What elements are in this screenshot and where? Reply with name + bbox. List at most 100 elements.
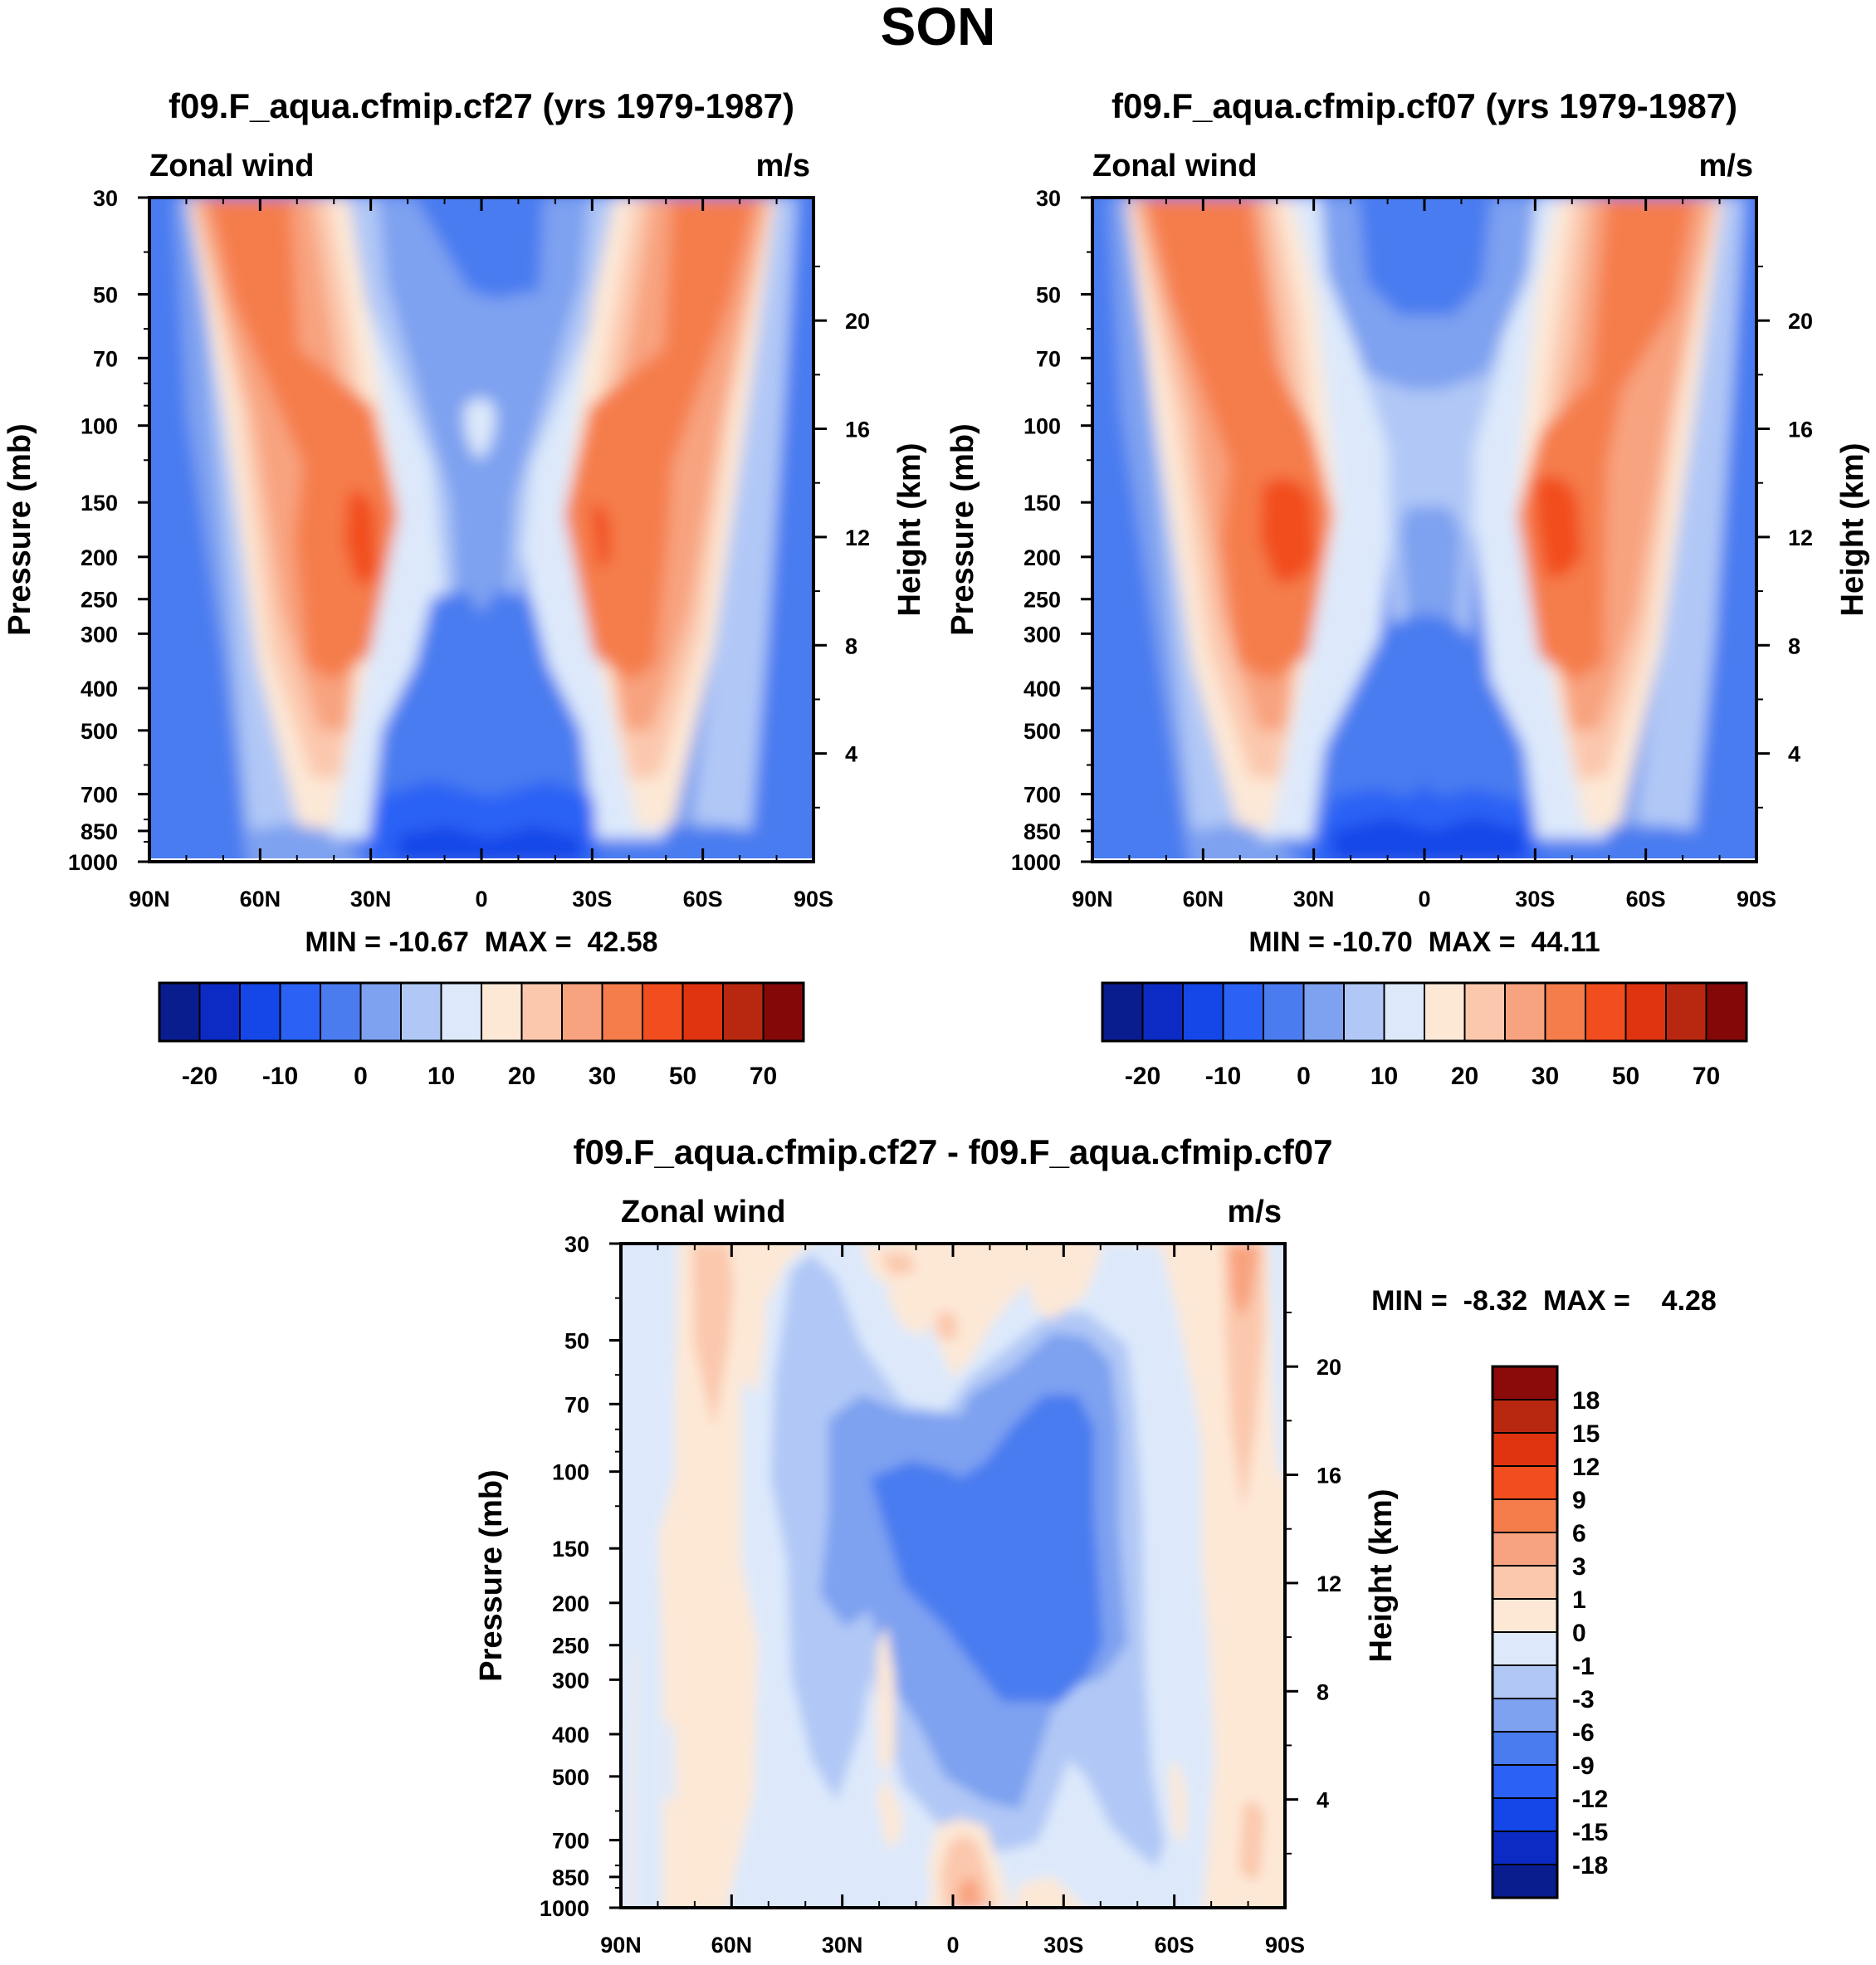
x-tick-label: 90S <box>1737 887 1776 912</box>
colorbar-label: 50 <box>669 1063 696 1090</box>
field-band <box>1358 198 1491 315</box>
units-label: m/s <box>1228 1195 1282 1229</box>
colorbar-swatch <box>520 982 563 1042</box>
y-axis-label: Pressure (mb) <box>945 423 980 636</box>
height-tick-label: 16 <box>1317 1464 1341 1488</box>
x-tick-label: 60S <box>683 887 723 912</box>
height-tick-label: 8 <box>1788 633 1800 658</box>
x-tick-label: 60S <box>1155 1933 1194 1958</box>
min-max-stats: MIN = -10.70 MAX = 44.11 <box>1248 926 1600 958</box>
x-tick-label: 30N <box>1293 887 1335 912</box>
y-tick-label: 30 <box>1036 186 1061 211</box>
colorbar-swatch <box>1492 1764 1558 1799</box>
y-tick-label: 100 <box>81 414 118 439</box>
x-tick-label: 0 <box>475 887 487 912</box>
colorbar-label: 0 <box>354 1063 368 1090</box>
y-tick-label: 700 <box>1023 783 1061 808</box>
colorbar-label: 20 <box>508 1063 535 1090</box>
x-tick-label: 90S <box>794 887 833 912</box>
colorbar-swatch <box>359 982 402 1042</box>
field-band <box>1333 818 1524 862</box>
colorbar-swatch <box>1492 1465 1558 1500</box>
colorbar-swatch <box>762 982 804 1042</box>
colorbar-swatch <box>1492 1797 1558 1832</box>
colorbar-label: 0 <box>1297 1063 1311 1090</box>
colorbar-swatch <box>159 982 201 1042</box>
height-tick-label: 8 <box>1317 1679 1329 1704</box>
height-tick-label: 20 <box>1317 1355 1341 1380</box>
colorbar-frame <box>1491 1365 1559 1899</box>
y-tick-label: 200 <box>552 1591 589 1616</box>
colorbar-frame <box>158 981 805 1043</box>
x-tick-label: 60S <box>1626 887 1666 912</box>
axes: 90N 60N 30N 0 30S 60S 90S 30 50 70 100 150 200 250 300… <box>1011 186 1813 912</box>
field-band <box>692 1244 737 1428</box>
x-tick-label: 60N <box>1183 887 1224 912</box>
panel-title: f09.F_aqua.cfmip.cf27 (yrs 1979-1987) <box>169 86 794 125</box>
y-tick-label: 250 <box>552 1634 589 1659</box>
colorbar-label: 15 <box>1572 1420 1600 1448</box>
colorbar-swatch <box>198 982 241 1042</box>
y-tick-label: 700 <box>81 783 118 808</box>
colorbar-swatch <box>400 982 442 1042</box>
colorbar-frame <box>1101 981 1748 1043</box>
y-tick-label: 300 <box>81 622 118 647</box>
colorbar: -20 -10 0 10 20 30 50 70 <box>1101 981 1748 1090</box>
x-tick-label: 90N <box>1072 887 1113 912</box>
y-tick-label: 100 <box>1023 414 1061 439</box>
colorbar-swatch <box>1665 982 1707 1042</box>
colorbar-label: 50 <box>1612 1063 1639 1090</box>
colorbar-swatch <box>1492 1698 1558 1733</box>
x-tick-label: 30S <box>1515 887 1555 912</box>
colorbar-label: 9 <box>1572 1487 1586 1514</box>
colorbar-swatch <box>1463 982 1506 1042</box>
y-tick-label: 400 <box>81 677 118 701</box>
x-tick-label: 30S <box>572 887 612 912</box>
colorbar-swatch <box>1182 982 1224 1042</box>
colorbar-swatch <box>1222 982 1264 1042</box>
colorbar-swatch <box>1492 1366 1558 1400</box>
colorbar-label: -20 <box>182 1063 217 1090</box>
field-band <box>693 198 797 830</box>
colorbar-swatch <box>1492 1532 1558 1567</box>
field-band <box>1239 1801 1264 1879</box>
colorbar-label: -15 <box>1572 1819 1608 1846</box>
field-band <box>729 1244 766 1395</box>
colorbar-swatch <box>1585 982 1627 1042</box>
field-band <box>877 1777 903 1847</box>
y-tick-label: 500 <box>81 719 118 744</box>
colorbar-swatch <box>722 982 765 1042</box>
field-band <box>881 1254 916 1275</box>
field-band <box>344 490 378 584</box>
colorbar-label: 0 <box>1572 1620 1586 1647</box>
units-label: m/s <box>1699 149 1753 183</box>
x-tick-label: 0 <box>946 1933 959 1958</box>
variable-label: Zonal wind <box>621 1195 785 1229</box>
colorbar-swatch <box>1263 982 1305 1042</box>
colorbar-swatch <box>440 982 482 1042</box>
y-axis-right-label: Height (km) <box>1835 443 1870 617</box>
colorbar-swatch <box>561 982 603 1042</box>
colorbar-swatch <box>239 982 281 1042</box>
field-band <box>1169 1760 1187 1843</box>
y-tick-label: 1000 <box>68 850 118 875</box>
field-band <box>464 398 496 461</box>
y-tick-label: 300 <box>552 1668 589 1693</box>
panel-title: f09.F_aqua.cfmip.cf07 (yrs 1979-1987) <box>1111 86 1737 125</box>
colorbar-label: -10 <box>1205 1063 1241 1090</box>
y-axis-label: Pressure (mb) <box>474 1469 509 1682</box>
colorbar-label: 30 <box>1532 1063 1559 1090</box>
y-tick-label: 700 <box>552 1829 589 1854</box>
colorbar: 18 15 12 9 6 3 1 0 -1 -3 -6 -9 -12 -15 -18 <box>1491 1365 1608 1899</box>
field-band <box>1636 198 1744 830</box>
colorbar-label: 12 <box>1572 1454 1600 1481</box>
x-tick-label: 90N <box>129 887 170 912</box>
colorbar-swatch <box>1492 1731 1558 1766</box>
colorbar-label: -10 <box>262 1063 298 1090</box>
y-tick-label: 150 <box>81 491 118 516</box>
colorbar-swatch <box>1492 1831 1558 1865</box>
axes: 90N 60N 30N 0 30S 60S 90S 30 50 70 100 150 200 250 300… <box>68 186 870 912</box>
colorbar-swatch <box>1492 1631 1558 1666</box>
min-max-stats: MIN = -8.32 MAX = 4.28 <box>1371 1285 1717 1317</box>
